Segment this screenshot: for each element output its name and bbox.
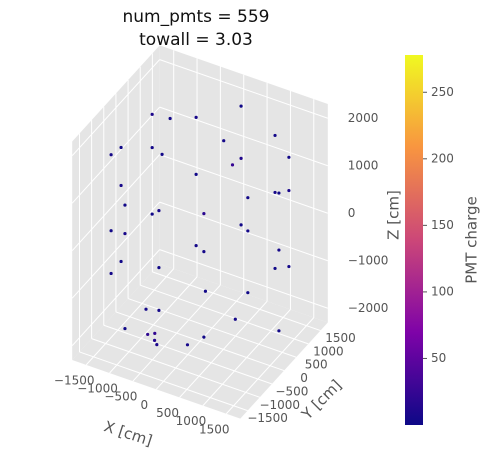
pmt-point — [160, 152, 164, 156]
grid-line — [103, 324, 273, 385]
pmt-point — [123, 203, 127, 207]
grid-line — [71, 201, 161, 299]
pmt-point — [233, 317, 237, 321]
colorbar-tick-label: 100 — [431, 284, 454, 298]
x-tick-label: 500 — [156, 406, 179, 420]
pmt-point — [123, 231, 127, 236]
z-tick-label: 1000 — [348, 158, 379, 172]
y-tick-label: −500 — [275, 384, 308, 398]
pmt-point — [185, 343, 190, 347]
pmt-point — [157, 266, 161, 270]
grid-line — [127, 298, 297, 358]
pmt-point — [109, 229, 113, 233]
pmt-point — [144, 307, 148, 311]
pmt-point — [202, 335, 206, 339]
z-axis-label: Z [cm] — [385, 190, 403, 240]
colorbar-tick-label: 250 — [431, 85, 454, 99]
pmt-point — [203, 289, 208, 293]
pmt-point — [202, 212, 206, 216]
grid-line — [71, 249, 161, 347]
pmt-point — [246, 229, 250, 233]
grid-line — [91, 338, 260, 398]
x-tick-label: −500 — [104, 390, 137, 404]
y-tick-label: 1000 — [313, 344, 344, 358]
pmt-point — [246, 196, 250, 200]
pmt-point — [109, 153, 113, 157]
pmt-point — [273, 190, 277, 195]
grid-line — [115, 311, 285, 372]
pmt-point — [109, 271, 113, 276]
pmt-point — [123, 326, 127, 331]
pmt-point — [239, 223, 243, 227]
z-tick-label: 2000 — [348, 111, 379, 125]
x-tick-label: −1000 — [77, 382, 118, 396]
pmt-point — [150, 145, 154, 150]
grid-line — [159, 249, 328, 309]
x-tick-label: 1000 — [176, 414, 207, 428]
pmt-point — [146, 332, 150, 337]
pmt-point — [222, 139, 226, 143]
y-tick-label: 0 — [300, 371, 308, 385]
pmt-point — [230, 163, 235, 167]
pmt-point — [239, 104, 243, 108]
pmt-point — [119, 145, 123, 150]
x-tick-label: 0 — [140, 398, 148, 412]
x-tick-label: −1500 — [54, 373, 95, 387]
pmt-point — [157, 209, 161, 213]
grid-line — [71, 154, 161, 252]
pmt-point — [239, 156, 243, 160]
pmt-point — [194, 244, 198, 248]
pmt-point — [153, 331, 157, 335]
pmt-point — [287, 264, 291, 269]
pmt-point — [287, 155, 291, 159]
x-axis-label: X [cm] — [102, 417, 155, 449]
grid-line — [152, 271, 321, 332]
pmt-point — [150, 112, 154, 116]
colorbar — [405, 55, 423, 425]
pmt-point — [273, 266, 277, 271]
y-tick-label: −1000 — [259, 398, 300, 412]
pmt-point — [119, 259, 123, 264]
grid-line — [159, 59, 328, 119]
grid-line — [159, 106, 328, 167]
colorbar-tick-label: 150 — [431, 218, 454, 232]
pmt-point — [119, 183, 123, 188]
colorbar-tick-label: 50 — [431, 351, 446, 365]
z-tick-label: −1000 — [348, 253, 389, 267]
grid-line — [71, 59, 161, 157]
pmt-point — [168, 116, 172, 121]
colorbar-label: PMT charge — [463, 196, 481, 284]
grid-line — [71, 106, 161, 204]
x-tick-label: 1500 — [199, 422, 230, 436]
z-tick-label: 0 — [348, 206, 356, 220]
grid-line — [159, 201, 328, 262]
chart-subtitle: towall = 3.03 — [139, 30, 253, 50]
pmt-point — [277, 248, 281, 252]
y-tick-label: −1500 — [247, 411, 288, 425]
pmt-point — [152, 338, 157, 342]
pmt-point — [246, 291, 250, 295]
pmt-point — [157, 308, 161, 312]
y-tick-label: 1500 — [325, 331, 356, 345]
pmt-point — [194, 115, 198, 119]
z-tick-label: −2000 — [348, 301, 389, 315]
pmt-point — [287, 188, 291, 193]
pmt-point — [277, 191, 281, 195]
pmt-point — [202, 250, 206, 254]
chart-title: num_pmts = 559 — [123, 7, 270, 27]
grid-line — [79, 351, 248, 412]
grid-line — [140, 284, 309, 345]
grid-line — [159, 154, 328, 214]
pmt-point — [273, 133, 277, 138]
pmt-point — [194, 172, 198, 176]
pmt-point — [155, 343, 159, 347]
pmt-point — [150, 212, 154, 216]
y-tick-label: 500 — [305, 358, 328, 372]
pmt-point — [277, 329, 281, 333]
colorbar-tick-label: 200 — [431, 151, 454, 165]
